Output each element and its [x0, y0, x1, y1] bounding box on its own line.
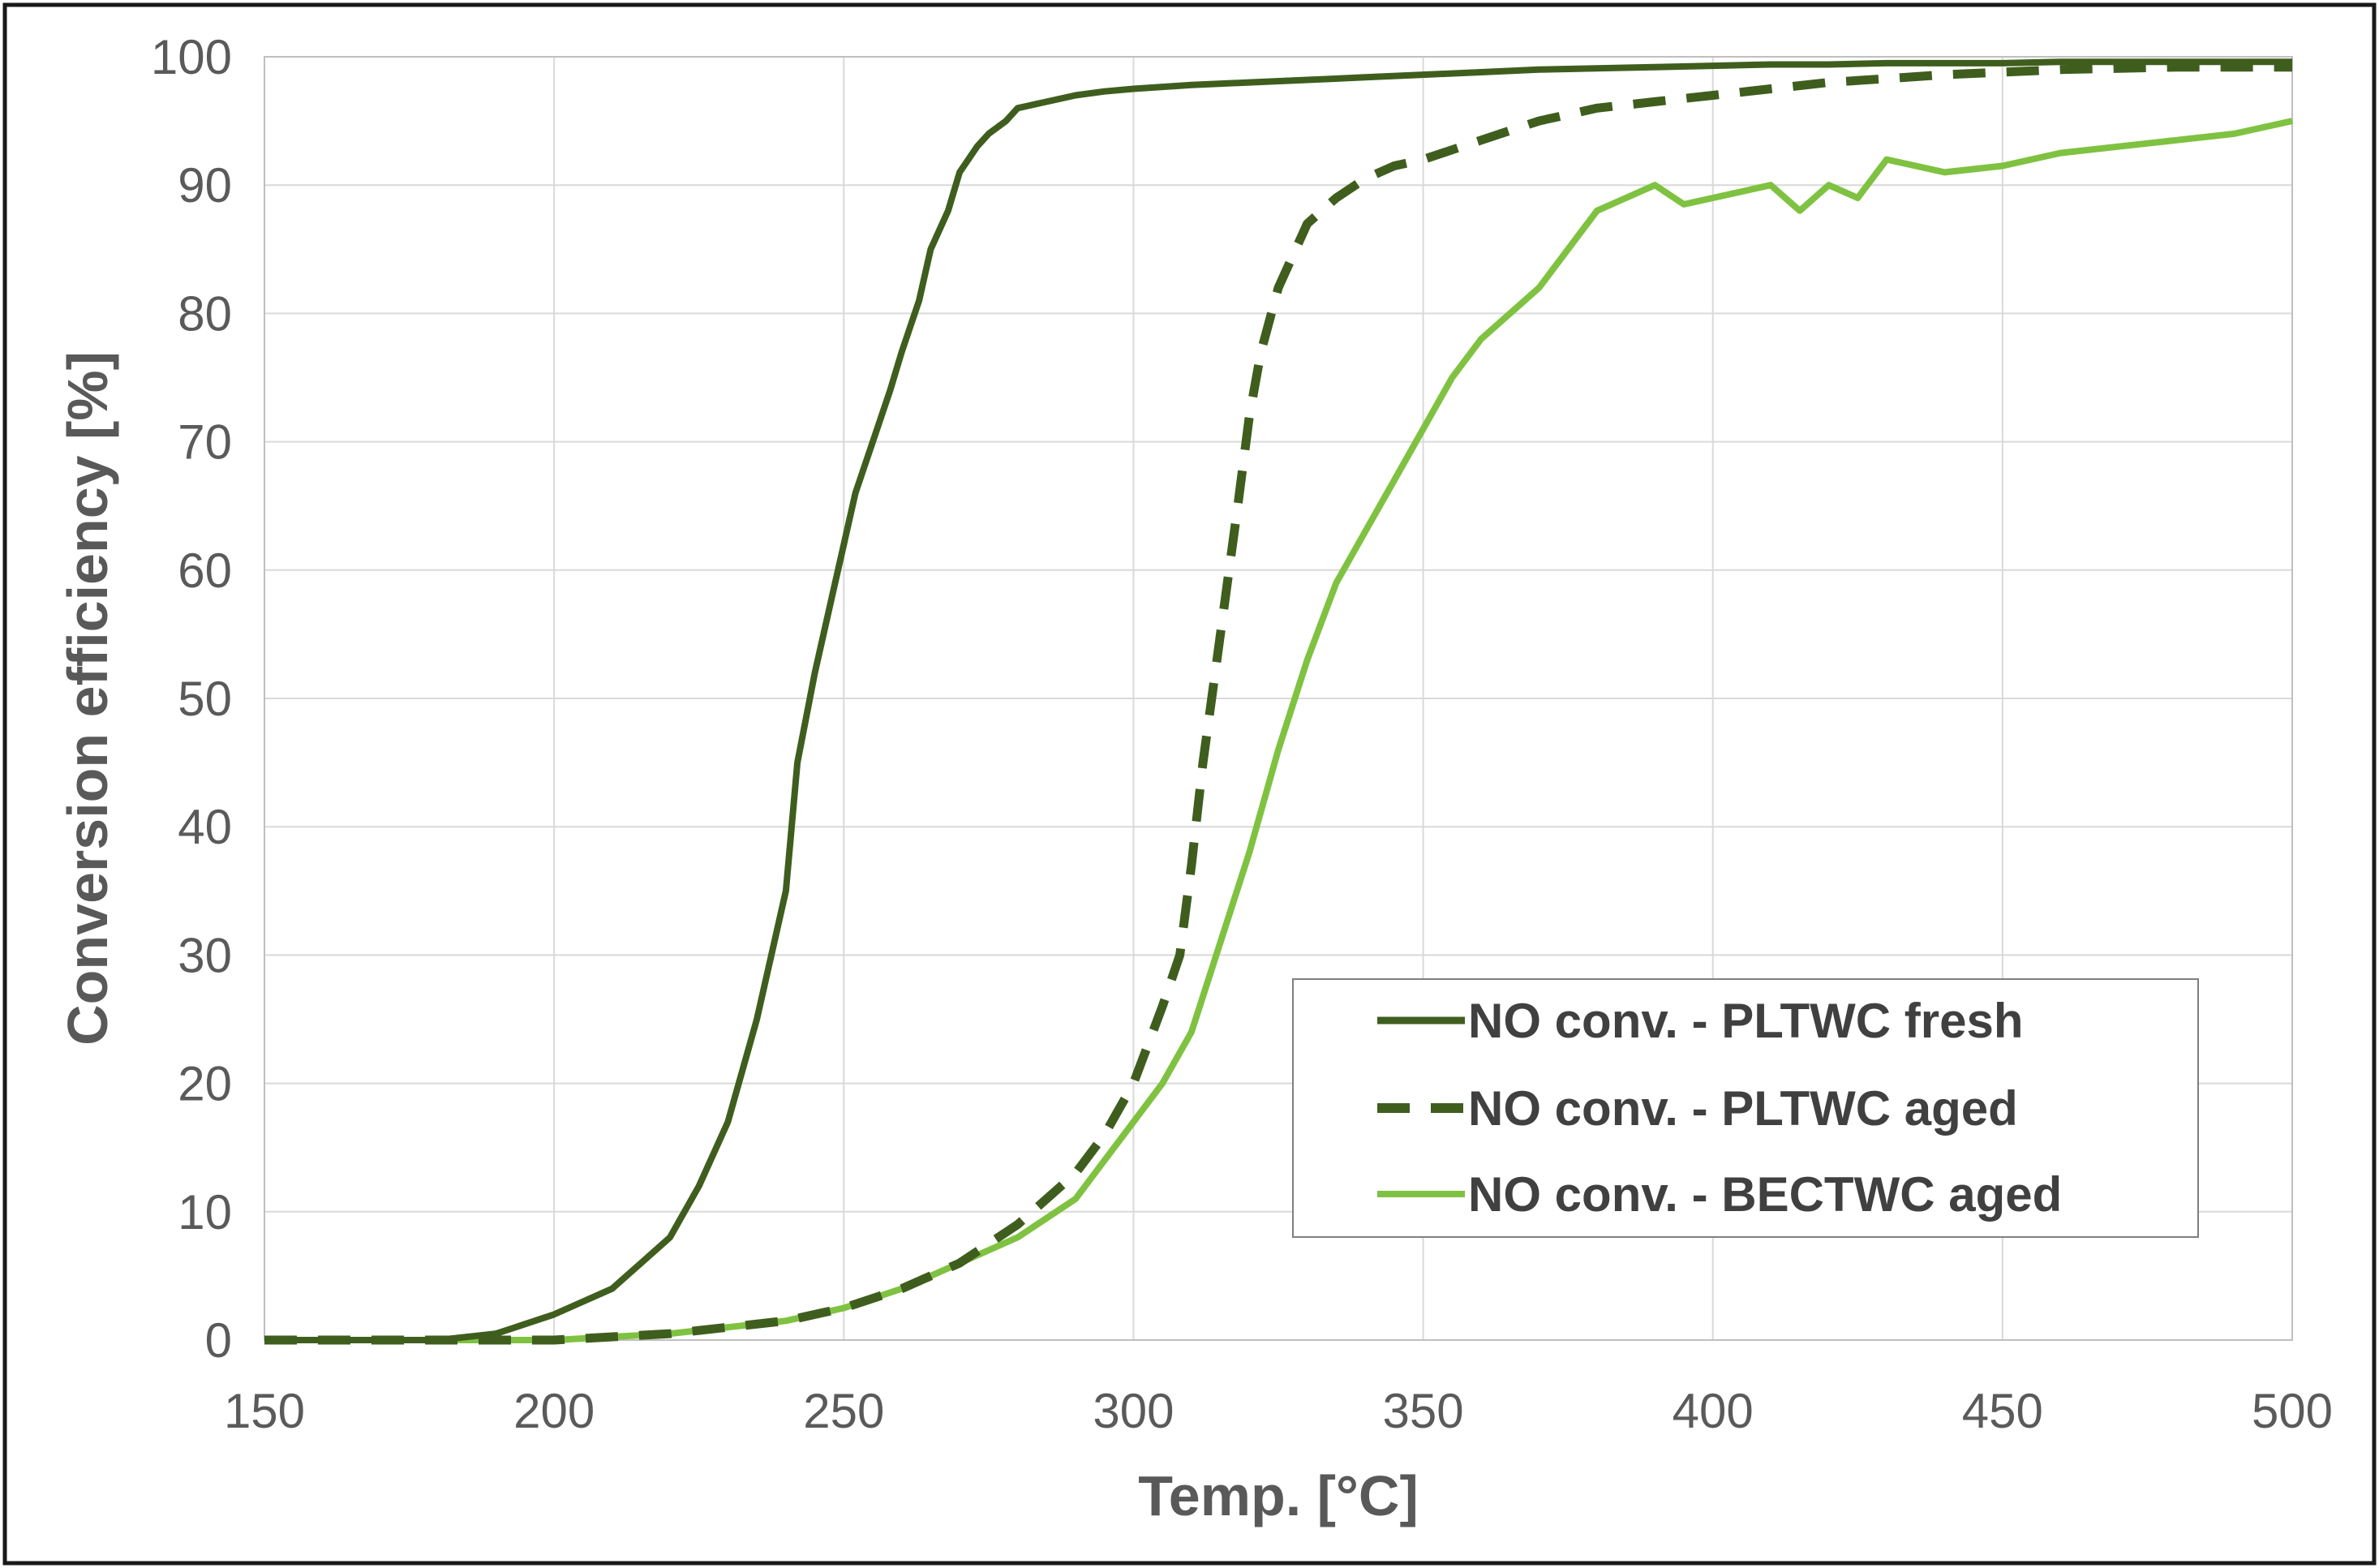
y-tick-label: 30 — [178, 928, 232, 982]
y-tick-label: 100 — [151, 30, 232, 84]
tick-layer: 0 10 20 30 40 50 60 70 80 90 100 150 200 250 300 350 400… — [151, 30, 2333, 1438]
x-tick-label: 350 — [1383, 1384, 1464, 1438]
plot-area-border — [264, 56, 2293, 1341]
y-tick-label: 40 — [178, 800, 232, 854]
series-line-no-conv-pltwc-aged — [264, 62, 2292, 1345]
y-tick-label: 10 — [178, 1185, 232, 1239]
legend-label-pltwc-aged: NO conv. - PLTWC aged — [1468, 1081, 2018, 1136]
x-tick-label: 450 — [1962, 1384, 2043, 1438]
y-tick-label: 90 — [178, 158, 232, 213]
series-line-no-conv-pltwc-fresh — [264, 58, 2292, 1343]
x-tick-label: 200 — [513, 1384, 595, 1438]
x-tick-label: 250 — [803, 1384, 884, 1438]
x-tick-label: 500 — [2252, 1384, 2333, 1438]
series-line-no-conv-bectwc-aged — [264, 118, 2293, 1343]
y-tick-label: 50 — [178, 672, 232, 726]
x-tick-label: 150 — [224, 1384, 305, 1438]
y-tick-label: 70 — [178, 415, 232, 470]
x-tick-label: 300 — [1093, 1384, 1174, 1438]
y-axis-title: Conversion efficiency [%] — [56, 351, 119, 1046]
y-tick-label: 20 — [178, 1057, 232, 1111]
legend: NO conv. - PLTWC fresh NO conv. - PLTWC … — [1292, 978, 2199, 1238]
y-tick-label: 0 — [205, 1313, 232, 1368]
x-tick-label: 400 — [1673, 1384, 1754, 1438]
legend-label-bectwc-aged: NO conv. - BECTWC aged — [1468, 1167, 2062, 1222]
legend-label-pltwc-fresh: NO conv. - PLTWC fresh — [1468, 994, 2023, 1048]
x-axis-title: Temp. [°C] — [1138, 1464, 1419, 1527]
y-tick-label: 60 — [178, 543, 232, 598]
series-layer — [264, 58, 2293, 1345]
y-tick-label: 80 — [178, 286, 232, 341]
